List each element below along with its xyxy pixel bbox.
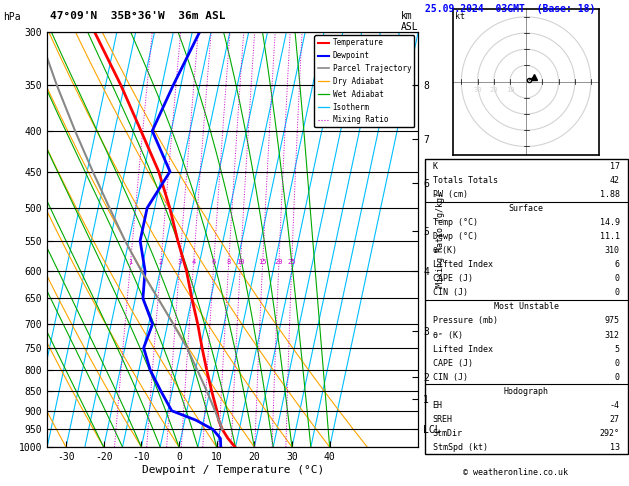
Text: Pressure (mb): Pressure (mb) [433,316,498,326]
Text: Lifted Index: Lifted Index [433,260,493,269]
Text: Most Unstable: Most Unstable [494,302,559,312]
Text: StmSpd (kt): StmSpd (kt) [433,443,487,452]
Text: Mixing Ratio (g/kg): Mixing Ratio (g/kg) [436,192,445,287]
Text: 0: 0 [615,373,620,382]
Text: Totals Totals: Totals Totals [433,176,498,185]
Text: 6: 6 [615,260,620,269]
X-axis label: Dewpoint / Temperature (°C): Dewpoint / Temperature (°C) [142,465,324,475]
Text: CIN (J): CIN (J) [433,288,468,297]
Text: 25: 25 [287,259,296,265]
Text: PW (cm): PW (cm) [433,190,468,199]
Text: SREH: SREH [433,415,453,424]
Text: -4: -4 [610,401,620,410]
Text: 27: 27 [610,415,620,424]
Text: 10: 10 [506,87,515,92]
Text: km: km [401,11,413,21]
Text: Temp (°C): Temp (°C) [433,218,477,227]
Legend: Temperature, Dewpoint, Parcel Trajectory, Dry Adiabat, Wet Adiabat, Isotherm, Mi: Temperature, Dewpoint, Parcel Trajectory… [314,35,415,127]
Text: 14.9: 14.9 [599,218,620,227]
Text: 30: 30 [473,87,482,92]
Text: 1.88: 1.88 [599,190,620,199]
Text: 1: 1 [128,259,133,265]
Text: hPa: hPa [3,12,21,22]
Text: K: K [433,162,438,171]
Text: kt: kt [455,12,465,21]
Text: 310: 310 [604,246,620,255]
Text: 17: 17 [610,162,620,171]
Text: 6: 6 [211,259,216,265]
Text: 47°09'N  35B°36'W  36m ASL: 47°09'N 35B°36'W 36m ASL [50,11,226,21]
Text: 4: 4 [191,259,196,265]
Text: Dewp (°C): Dewp (°C) [433,232,477,241]
Text: θᵉ(K): θᵉ(K) [433,246,458,255]
Text: 13: 13 [610,443,620,452]
Text: 0: 0 [615,288,620,297]
Text: 312: 312 [604,330,620,340]
Text: 292°: 292° [599,429,620,438]
Text: 975: 975 [604,316,620,326]
Text: Surface: Surface [509,204,543,213]
Text: 20: 20 [489,87,498,92]
Text: CIN (J): CIN (J) [433,373,468,382]
Text: CAPE (J): CAPE (J) [433,359,473,367]
Text: 20: 20 [274,259,283,265]
Text: StmDir: StmDir [433,429,463,438]
Text: 11.1: 11.1 [599,232,620,241]
Text: 0: 0 [615,359,620,367]
Text: 8: 8 [226,259,231,265]
Text: 3: 3 [177,259,182,265]
Text: ASL: ASL [401,22,419,32]
Text: EH: EH [433,401,443,410]
Text: Hodograph: Hodograph [504,387,548,396]
Text: Lifted Index: Lifted Index [433,345,493,353]
Text: CAPE (J): CAPE (J) [433,274,473,283]
Text: 0: 0 [615,274,620,283]
Text: θᵉ (K): θᵉ (K) [433,330,463,340]
Text: 15: 15 [259,259,267,265]
Text: 42: 42 [610,176,620,185]
Text: 5: 5 [615,345,620,353]
Text: 2: 2 [159,259,163,265]
Text: 10: 10 [236,259,245,265]
Text: 25.09.2024  03GMT  (Base: 18): 25.09.2024 03GMT (Base: 18) [425,4,595,14]
Text: © weatheronline.co.uk: © weatheronline.co.uk [464,468,568,477]
